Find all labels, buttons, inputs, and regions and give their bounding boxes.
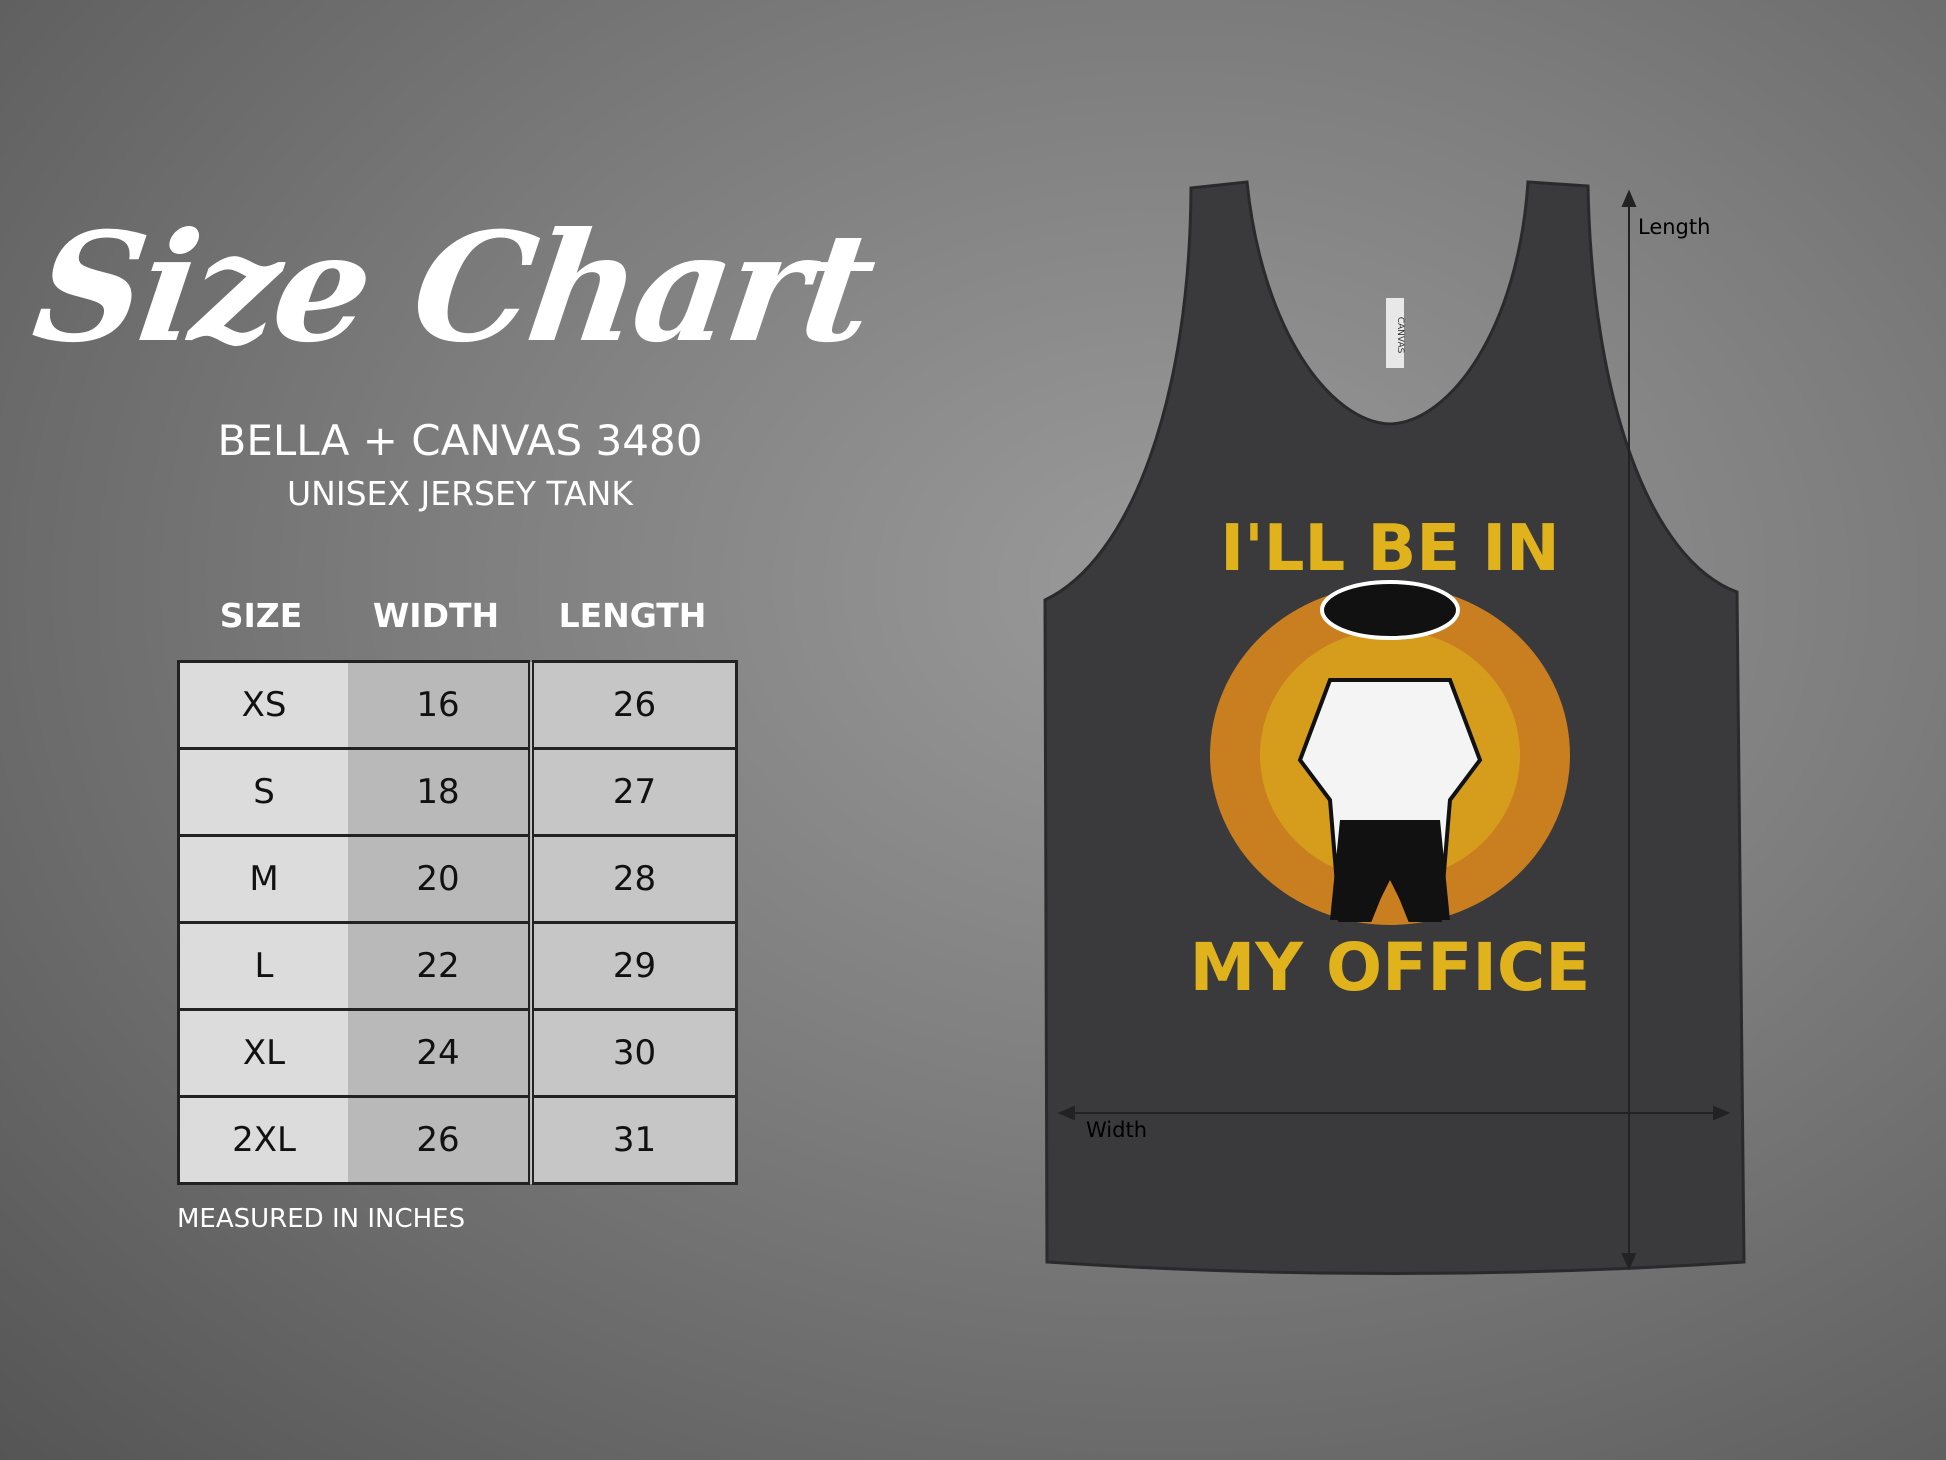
width-cell: 24 (348, 1008, 534, 1098)
product-subtitle: UNISEX JERSEY TANK (287, 474, 633, 513)
width-arrow (1057, 1105, 1731, 1121)
table-row: 2XL 26 31 (177, 1095, 738, 1185)
length-cell: 29 (529, 921, 738, 1011)
width-cell: 20 (348, 834, 534, 924)
table-row: XS 16 26 (177, 660, 738, 750)
print-text-top: I'LL BE IN (1220, 512, 1559, 586)
width-cell: 26 (348, 1095, 534, 1185)
length-cell: 30 (529, 1008, 738, 1098)
width-cell: 22 (348, 921, 534, 1011)
table-row: M 20 28 (177, 834, 738, 924)
size-cell: S (177, 747, 348, 837)
beekeeper-figure (1297, 580, 1483, 922)
length-label: Length (1638, 215, 1710, 239)
length-cell: 31 (529, 1095, 738, 1185)
length-cell: 28 (529, 834, 738, 924)
header-size: SIZE (219, 596, 303, 635)
neck-tag-text: CANVAS (1395, 317, 1405, 354)
width-cell: 18 (348, 747, 534, 837)
header-width: WIDTH (372, 596, 500, 635)
header-length: LENGTH (558, 596, 707, 635)
length-cell: 26 (529, 660, 738, 750)
width-label: Width (1086, 1118, 1147, 1142)
table-row: XL 24 30 (177, 1008, 738, 1098)
product-brand: BELLA + CANVAS 3480 (217, 416, 703, 465)
table-row: S 18 27 (177, 747, 738, 837)
size-cell: XS (177, 660, 348, 750)
length-cell: 27 (529, 747, 738, 837)
table-row: L 22 29 (177, 921, 738, 1011)
size-cell: M (177, 834, 348, 924)
size-cell: L (177, 921, 348, 1011)
print-text-bottom: MY OFFICE (1190, 929, 1591, 1006)
neck-tag (1386, 298, 1404, 368)
size-cell: 2XL (177, 1095, 348, 1185)
length-arrow (1621, 189, 1637, 1271)
width-cell: 16 (348, 660, 534, 750)
size-cell: XL (177, 1008, 348, 1098)
size-table: XS 16 26 S 18 27 M 20 28 L 22 29 XL 24 30 2XL 26 31 (177, 660, 738, 1185)
measurement-note: MEASURED IN INCHES (177, 1204, 466, 1234)
